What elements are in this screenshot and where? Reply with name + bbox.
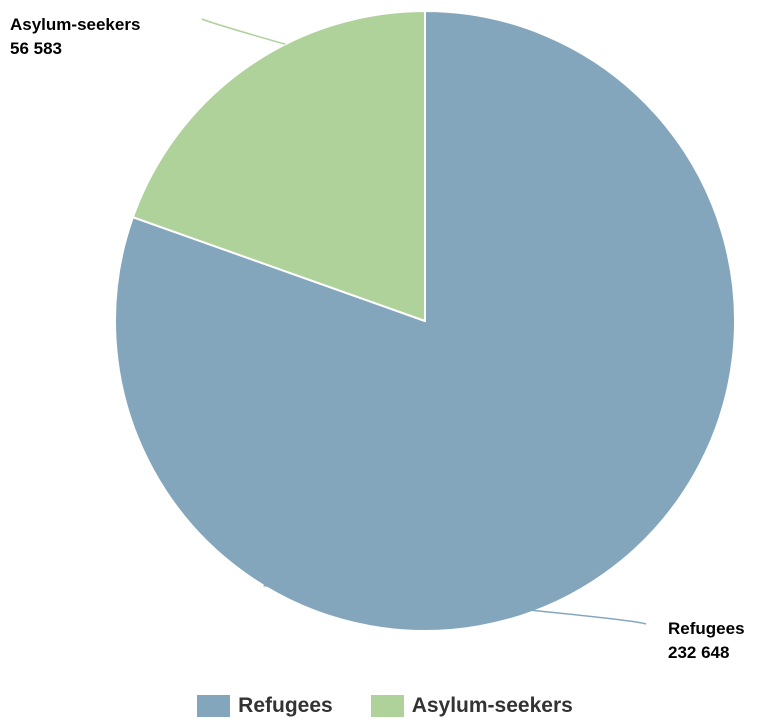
pie-slice-refugees[interactable] — [114, 10, 736, 632]
pie-slices — [114, 10, 736, 632]
legend-label-asylum-seekers: Asylum-seekers — [411, 694, 573, 717]
data-labels: Refugees 232 648 Asylum-seekers 56 583 — [10, 15, 745, 662]
legend-swatch-refugees — [197, 695, 231, 717]
pie-slice-asylum-seekers[interactable] — [131, 10, 426, 322]
data-label-name-refugees: Refugees — [668, 619, 745, 638]
legend-swatch-asylum-seekers — [370, 695, 404, 717]
data-label-value-refugees: 232 648 — [668, 643, 729, 662]
data-label-value-asylum-seekers: 56 583 — [10, 39, 62, 58]
legend-item-refugees[interactable]: Refugees — [197, 694, 333, 718]
data-label-name-asylum-seekers: Asylum-seekers — [10, 15, 140, 34]
leader-line-asylum-seekers — [201, 18, 286, 45]
legend-label-refugees: Refugees — [238, 694, 333, 717]
legend-item-asylum-seekers[interactable]: Asylum-seekers — [370, 694, 573, 718]
leader-line-refugees — [263, 584, 647, 625]
legend: Refugees Asylum-seekers — [0, 694, 770, 718]
leader-lines — [201, 18, 647, 625]
